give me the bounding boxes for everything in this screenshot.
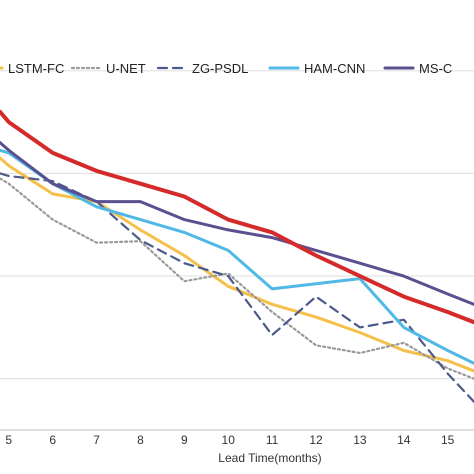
legend-item-u-net: U-NET [70,61,146,76]
legend-label: ZG-PSDL [192,61,248,76]
legend-item-ham-cnn: HAM-CNN [268,61,365,76]
x-tick-8: 8 [137,433,144,447]
legend-label: U-NET [106,61,146,76]
legend-label: MS-C [419,61,452,76]
legend-item-ms-c: MS-C [383,61,452,76]
series-line-ham-cnn [0,148,474,365]
x-tick-labels: 5 6 7 8 9 10 11 12 13 14 15 [5,433,454,447]
x-tick-6: 6 [49,433,56,447]
x-tick-5: 5 [5,433,12,447]
legend-item-lstm-fc: LSTM-FC [0,61,64,76]
series-line-red [0,109,474,325]
series-line-u-net [0,177,474,380]
legend-label: HAM-CNN [304,61,365,76]
grid-lines [0,70,474,431]
x-axis-title: Lead Time(months) [218,451,321,465]
x-tick-13: 13 [353,433,367,447]
series-line-zg-psdl [0,172,474,403]
x-tick-9: 9 [181,433,188,447]
x-tick-10: 10 [222,433,236,447]
x-tick-15: 15 [441,433,455,447]
series-line-ms-c [0,141,474,306]
legend: LSTM-FC U-NET ZG-PSDL HAM-CNN MS-C [0,61,452,76]
x-tick-7: 7 [93,433,100,447]
legend-label: LSTM-FC [8,61,64,76]
x-tick-11: 11 [266,433,279,447]
series-lines [0,109,474,403]
legend-item-zg-psdl: ZG-PSDL [156,61,248,76]
series-line-lstm-fc [0,156,474,373]
x-tick-14: 14 [397,433,411,447]
x-tick-12: 12 [309,433,323,447]
